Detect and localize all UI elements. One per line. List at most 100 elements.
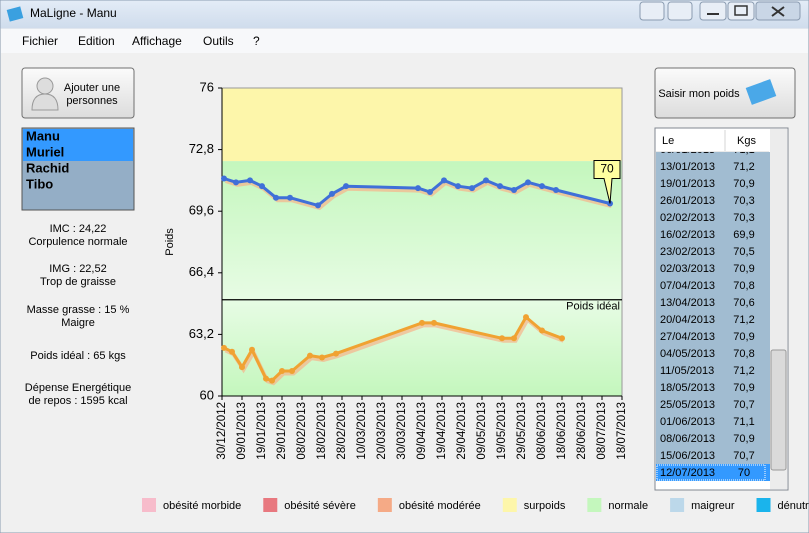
data-point xyxy=(263,375,269,382)
x-tick-label: 29/01/2013 xyxy=(276,402,288,460)
x-tick-label: 29/05/2013 xyxy=(516,402,528,460)
row-date: 06/01/2013 xyxy=(660,144,715,156)
x-tick-label: 30/03/2013 xyxy=(396,402,408,460)
row-weight: 70,8 xyxy=(733,348,754,360)
x-tick-label: 08/07/2013 xyxy=(596,402,608,460)
callout-label: 70 xyxy=(600,162,614,176)
scroll-thumb[interactable] xyxy=(770,349,787,471)
row-weight: 70,3 xyxy=(733,195,754,207)
legend-swatch xyxy=(756,498,771,512)
menu-item[interactable]: Affichage xyxy=(132,34,182,48)
zone-band xyxy=(222,88,622,162)
restore-button[interactable] xyxy=(667,1,693,21)
y-tick-label: 72,8 xyxy=(189,141,214,156)
stat-text: Dépense Energétique xyxy=(25,382,131,394)
zone-fade xyxy=(222,161,622,300)
row-date: 08/06/2013 xyxy=(660,433,715,445)
minimize-button[interactable] xyxy=(699,1,727,21)
table-row xyxy=(656,294,770,311)
row-date: 18/05/2013 xyxy=(660,382,715,394)
data-point xyxy=(427,188,433,195)
x-tick-label: 30/12/2012 xyxy=(216,402,228,460)
stat-text: Corpulence normale xyxy=(28,236,127,248)
legend-label: obésité sévère xyxy=(284,500,356,512)
row-date: 12/07/2013 xyxy=(660,467,715,479)
data-point xyxy=(483,177,489,184)
menu-item[interactable]: ? xyxy=(253,34,260,48)
data-point xyxy=(343,183,349,190)
legend-swatch xyxy=(502,498,517,512)
row-weight: 70,9 xyxy=(733,382,754,394)
person-name[interactable]: Muriel xyxy=(26,144,64,159)
menu-bar xyxy=(1,29,808,53)
legend-label: dénutrition xyxy=(778,500,809,512)
data-point xyxy=(523,314,529,321)
data-point xyxy=(431,319,437,326)
data-point xyxy=(247,177,253,184)
data-point xyxy=(249,346,255,353)
person-name[interactable]: Tibo xyxy=(26,176,53,191)
data-point xyxy=(419,319,425,326)
menu-item[interactable]: Edition xyxy=(78,34,115,48)
data-point xyxy=(269,377,275,384)
person-icon xyxy=(36,77,54,95)
stat-text: Trop de graisse xyxy=(40,276,116,288)
table-header: Kgs xyxy=(737,135,756,147)
table-row xyxy=(656,260,770,277)
data-point xyxy=(273,194,279,201)
row-date: 15/06/2013 xyxy=(660,450,715,462)
stat-text: de repos : 1595 kcal xyxy=(28,395,127,407)
row-weight: 71,2 xyxy=(733,161,754,173)
row-weight: 71,1 xyxy=(733,416,754,428)
row-weight: 70,6 xyxy=(733,297,754,309)
person-name[interactable]: Rachid xyxy=(26,160,69,175)
data-point xyxy=(319,354,325,361)
row-date: 19/01/2013 xyxy=(660,178,715,190)
data-point xyxy=(469,185,475,192)
row-weight: 70,9 xyxy=(733,263,754,275)
x-tick-label: 08/02/2013 xyxy=(296,402,308,460)
y-axis-label: Poids xyxy=(164,228,176,256)
legend-label: obésité morbide xyxy=(163,500,241,512)
x-tick-label: 08/06/2013 xyxy=(536,402,548,460)
table-row xyxy=(656,430,770,447)
row-weight: 71,2 xyxy=(733,365,754,377)
row-date: 13/04/2013 xyxy=(660,297,715,309)
selection-highlight xyxy=(23,145,133,161)
row-date: 25/05/2013 xyxy=(660,399,715,411)
x-tick-label: 09/05/2013 xyxy=(476,402,488,460)
menu-item[interactable]: Outils xyxy=(203,34,234,48)
x-tick-label: 09/04/2013 xyxy=(416,402,428,460)
legend-swatch xyxy=(142,498,156,512)
row-date: 04/05/2013 xyxy=(660,348,715,360)
x-tick-label: 20/03/2013 xyxy=(376,402,388,460)
legend-label: normale xyxy=(608,500,648,512)
nav-button[interactable] xyxy=(639,1,665,21)
data-point xyxy=(553,187,559,194)
row-date: 01/06/2013 xyxy=(660,416,715,428)
x-tick-label: 10/03/2013 xyxy=(356,402,368,460)
button-label: personnes xyxy=(66,95,118,107)
row-weight: 70,7 xyxy=(733,399,754,411)
x-tick-label: 28/02/2013 xyxy=(336,402,348,460)
row-weight: 70,8 xyxy=(733,280,754,292)
x-tick-label: 28/06/2013 xyxy=(576,402,588,460)
x-tick-label: 09/01/2013 xyxy=(236,402,248,460)
maximize-button[interactable] xyxy=(727,1,755,21)
person-name[interactable]: Manu xyxy=(26,128,60,143)
legend-swatch xyxy=(377,498,392,512)
window-controls xyxy=(639,1,801,21)
table-row xyxy=(656,175,770,192)
scale-icon xyxy=(745,79,777,105)
window-title: MaLigne - Manu xyxy=(30,6,117,20)
legend-label: obésité modérée xyxy=(399,500,481,512)
x-tick-label: 18/07/2013 xyxy=(616,402,628,460)
table-row xyxy=(656,379,770,396)
ideal-label: Poids idéal xyxy=(566,301,620,313)
row-date: 11/05/2013 xyxy=(660,365,714,377)
data-point xyxy=(315,202,321,209)
weigh-button[interactable] xyxy=(654,67,796,119)
menu-item[interactable]: Fichier xyxy=(22,34,58,48)
data-point xyxy=(499,335,505,342)
